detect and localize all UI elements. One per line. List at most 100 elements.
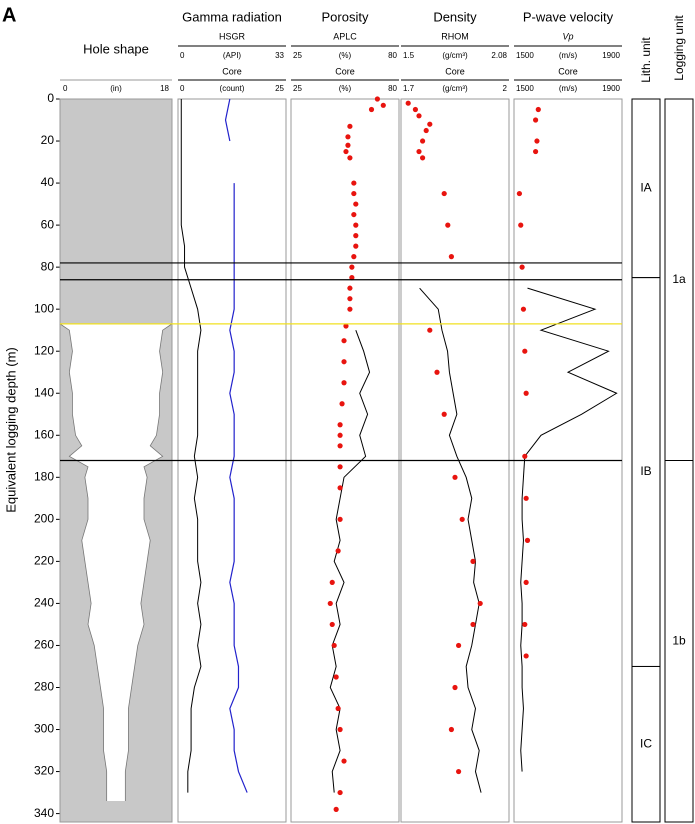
- core-point: [351, 211, 357, 218]
- core-point: [353, 222, 359, 228]
- core-point: [380, 102, 386, 108]
- depth-tick-label: 140: [34, 385, 54, 399]
- core-point: [327, 600, 333, 607]
- core-point: [420, 138, 426, 144]
- core-point: [448, 726, 454, 733]
- depth-tick-label: 220: [34, 554, 54, 568]
- core-point: [341, 758, 347, 764]
- log-scale-min: 1500: [516, 51, 534, 60]
- depth-tick-label: 80: [41, 259, 55, 273]
- unit-name: 1b: [672, 633, 686, 647]
- core-point: [519, 264, 525, 270]
- core-scale-min: 25: [293, 84, 302, 93]
- depth-tick-label: 320: [34, 764, 54, 778]
- core-point: [337, 464, 343, 470]
- core-point: [329, 579, 335, 586]
- core-point: [533, 148, 539, 155]
- depth-tick-label: 300: [34, 722, 54, 736]
- depth-tick-label: 280: [34, 680, 54, 694]
- core-point: [347, 155, 353, 161]
- core-point: [341, 380, 347, 386]
- depth-tick-label: 260: [34, 638, 54, 652]
- core-point: [329, 621, 335, 628]
- log-curve: [329, 330, 371, 793]
- core-name: Core: [335, 66, 355, 76]
- hole-scale-min: 0: [63, 84, 68, 93]
- depth-tick-label: 340: [34, 806, 54, 820]
- unit-column-title: Lith. unit: [639, 37, 653, 83]
- core-scale-max: 80: [388, 84, 397, 93]
- core-point: [335, 705, 341, 712]
- core-point: [445, 222, 451, 228]
- track-title: Gamma radiation: [182, 9, 282, 24]
- core-point: [337, 726, 343, 733]
- core-point: [353, 201, 359, 207]
- core-point: [347, 296, 353, 302]
- depth-tick-label: 200: [34, 512, 54, 526]
- track-title: Density: [433, 9, 477, 24]
- core-point: [374, 96, 380, 102]
- core-point: [523, 579, 529, 586]
- core-point: [351, 254, 357, 260]
- depth-tick-label: 20: [41, 133, 55, 147]
- core-point: [520, 306, 527, 312]
- unit-name: IC: [640, 736, 652, 750]
- unit-name: IA: [640, 180, 651, 194]
- core-point: [337, 789, 343, 796]
- core-point: [470, 558, 476, 564]
- core-point: [368, 106, 375, 113]
- core-point: [351, 190, 357, 197]
- unit-box: [664, 98, 694, 461]
- hole-wall-left: [59, 323, 108, 801]
- core-point: [353, 233, 359, 239]
- unit-name: 1a: [672, 272, 686, 286]
- core-point: [347, 285, 353, 291]
- log-scale-unit: (g/cm³): [442, 51, 468, 60]
- core-name: Core: [445, 66, 465, 76]
- log-scale-unit: (%): [339, 51, 352, 60]
- unit-box: [664, 460, 694, 823]
- core-point: [522, 453, 528, 459]
- core-point: [337, 485, 343, 491]
- hole-fill: [60, 323, 172, 801]
- core-scale-unit: (g/cm³): [442, 84, 468, 93]
- core-point: [343, 323, 349, 329]
- core-scale-max: 25: [275, 84, 284, 93]
- core-point: [452, 684, 458, 691]
- depth-tick-label: 160: [34, 427, 54, 441]
- core-point: [347, 123, 353, 129]
- core-point: [456, 768, 462, 775]
- track-title: P-wave velocity: [523, 9, 614, 24]
- depth-tick-label: 240: [34, 596, 54, 610]
- log-scale-max: 33: [275, 51, 284, 60]
- core-scale-unit: (%): [339, 84, 352, 93]
- core-point: [331, 642, 337, 649]
- core-point: [337, 516, 343, 522]
- depth-tick-label: 40: [41, 175, 55, 189]
- core-point: [518, 222, 524, 228]
- core-point: [423, 127, 429, 134]
- core-point: [533, 117, 539, 123]
- log-name: Vp: [562, 31, 573, 41]
- core-point: [448, 254, 454, 260]
- core-point: [405, 100, 411, 106]
- core-point: [353, 243, 359, 249]
- unit-name: IB: [640, 464, 651, 478]
- core-scale-min: 0: [180, 84, 185, 93]
- log-name: HSGR: [219, 31, 246, 41]
- log-scale-min: 25: [293, 51, 302, 60]
- depth-tick-label: 180: [34, 469, 54, 483]
- log-scale-min: 0: [180, 51, 185, 60]
- core-point: [335, 548, 341, 554]
- log-curve: [419, 287, 482, 793]
- log-scale-min: 1.5: [403, 51, 415, 60]
- core-scale-min: 1500: [516, 84, 534, 93]
- core-curve: [229, 183, 248, 793]
- core-scale-max: 2: [503, 84, 508, 93]
- core-point: [337, 422, 343, 428]
- core-point: [522, 621, 528, 628]
- core-point: [522, 348, 528, 354]
- core-point: [333, 674, 339, 680]
- core-point: [345, 142, 351, 148]
